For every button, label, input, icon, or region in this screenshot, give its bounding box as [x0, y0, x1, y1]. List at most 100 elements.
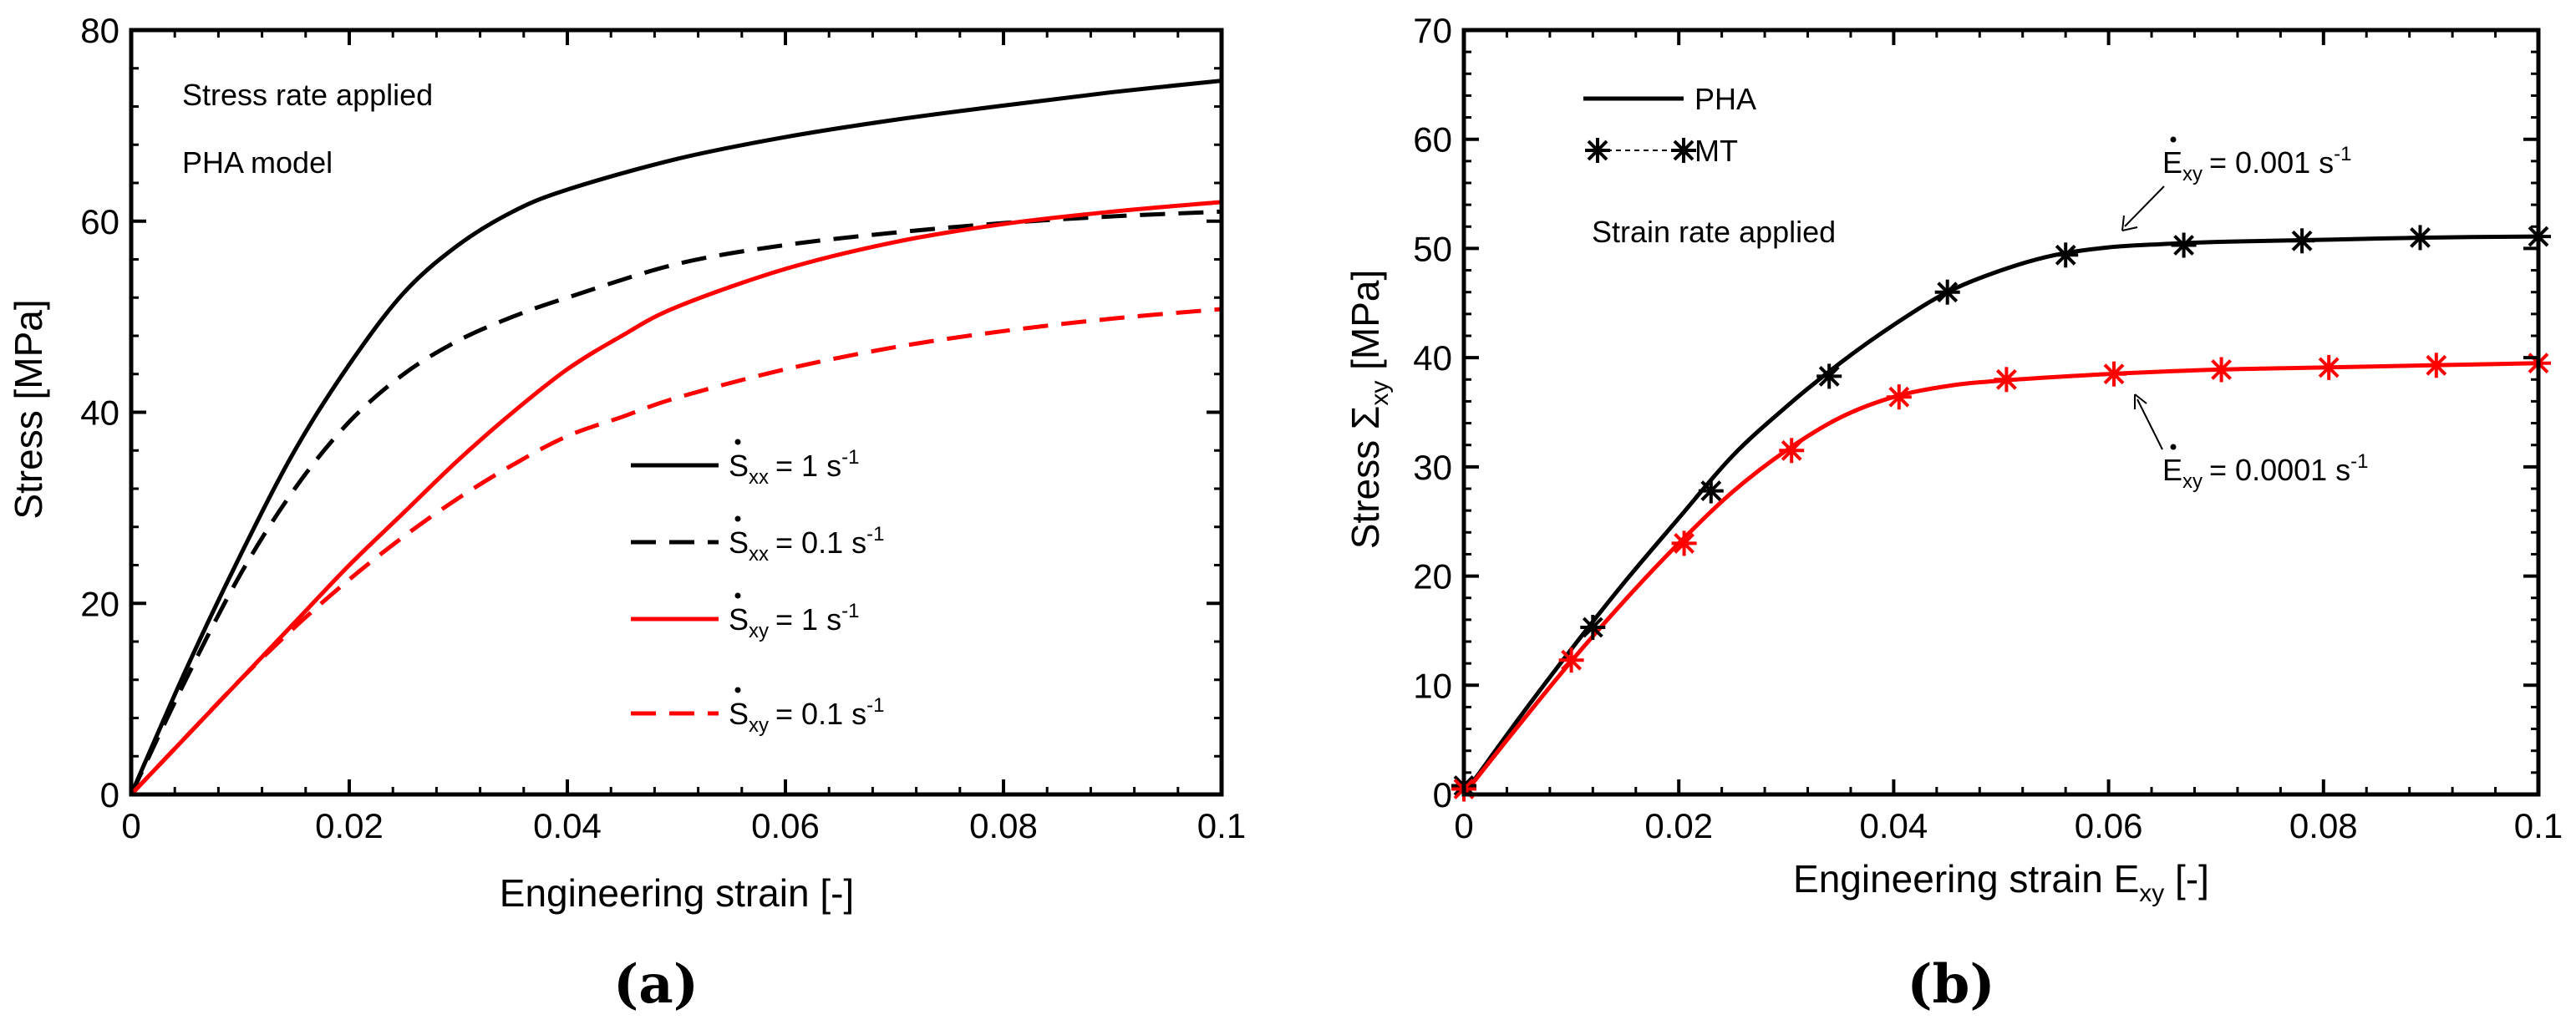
chart-b-y-tick-label-3: 30: [1413, 448, 1452, 487]
chart-b-mt-point-3-8-bar-d2: [2318, 357, 2340, 378]
chart-a-legend-sxx-01-sup: -1: [866, 523, 884, 545]
chart-a-legend-item-sxy-1: Sxy = 1 s-1: [631, 592, 859, 642]
chart-b-y-tick-label-6: 60: [1413, 120, 1452, 160]
chart-a-series-line-0: [129, 79, 1222, 796]
chart-b-mt-point-3-5: [1994, 367, 2020, 393]
chart-a-legend: Sxx = 1 s-1 Sxx = 0.1 s-1 Sxy = 1 s-1 Sxy = …: [631, 439, 884, 737]
chart-b-mt-point-3-1-bar-d2: [1561, 649, 1583, 671]
chart-b-mt-point-3-1: [1558, 647, 1584, 673]
chart-a-x-tick-label-5: 0.1: [1197, 806, 1246, 845]
chart-a-y-tick-label-0: 0: [100, 775, 119, 814]
chart-a: 0 0.02 0.04 0.06 0.08 0.1 0 20 40 60 80 Stress rat…: [7, 11, 1246, 1016]
chart-b-mt-point-2-7-bar-d2: [2291, 230, 2313, 251]
chart-b-mt-point-2-7: [2289, 228, 2315, 254]
chart-b-y-tick-label-7: 70: [1413, 11, 1452, 50]
chart-a-legend-label-sxx-01: Sxx = 0.1 s-1: [729, 523, 884, 566]
chart-a-x-tick-label-1: 0.02: [315, 806, 384, 845]
chart-b-legend-label-mt: MT: [1694, 134, 1738, 168]
chart-b-mt-point-3-7-bar-d2: [2211, 359, 2233, 380]
chart-b-rate-annotation-black: Exy = 0.001 s-1: [2121, 136, 2351, 231]
chart-b-mt-point-2-5-bar-d2: [2055, 244, 2076, 266]
chart-b-rate-red-value: = 0.0001 s: [2209, 453, 2350, 487]
chart-b-x-tick-label-5: 0.1: [2514, 806, 2563, 845]
chart-b-x-axis-label-tail: [-]: [2164, 857, 2209, 901]
chart-a-legend-sxy-1-main: S: [729, 602, 749, 637]
chart-b-legend-item-pha: PHA: [1583, 82, 1756, 116]
chart-a-legend-sxx-01-sub: xx: [749, 543, 769, 566]
chart-b-rate-red-arrow-head: [2134, 393, 2147, 409]
chart-a-legend-sxy-1-sub: xy: [749, 620, 769, 642]
chart-b-markers: [1451, 224, 2551, 802]
chart-b-mt-point-3-6-bar-d2: [2103, 363, 2125, 385]
chart-a-legend-sxy-1-value: = 1 s: [775, 602, 841, 637]
chart-a-legend-sxy-01-value: = 0.1 s: [775, 697, 866, 731]
chart-b-x-tick-label-4: 0.08: [2289, 806, 2358, 845]
chart-b-mt-point-3-9-bar-d2: [2426, 354, 2447, 376]
chart-a-legend-sxx-1-sup: -1: [841, 446, 859, 469]
chart-b-mt-point-2-1: [1580, 615, 1606, 640]
chart-b-rate-red-arrow-line: [2137, 398, 2163, 450]
chart-a-legend-sxx-01-value: = 0.1 s: [775, 525, 866, 560]
chart-b-legend-mt-marker-left-bar-d2: [1587, 140, 1608, 161]
chart-a-series-line-2: [130, 200, 1222, 796]
chart-b-y-axis-label-main: Stress Σ: [1344, 406, 1387, 550]
chart-b-y-tick-label-4: 40: [1413, 338, 1452, 378]
chart-b-mt-point-2-2-bar-d2: [1700, 480, 1722, 502]
chart-b-curves: [1461, 234, 2539, 796]
chart-b-y-tick-label-2: 20: [1413, 557, 1452, 596]
chart-a-legend-label-sxx-1: Sxx = 1 s-1: [729, 446, 859, 489]
chart-b-x-axis-label-sub: xy: [2139, 880, 2164, 907]
chart-b-x-tick-label-1: 0.02: [1644, 806, 1713, 845]
chart-b-legend-item-mt: MT: [1585, 134, 1738, 168]
chart-b-mt-point-3-4-bar-d2: [1888, 386, 1910, 408]
chart-a-x-axis-label: Engineering strain [-]: [500, 871, 854, 915]
chart-b-mt-point-3-5-bar-d2: [1995, 368, 2017, 390]
chart-b-mt-point-3-4: [1886, 384, 1912, 410]
chart-a-legend-sxy-01-sup: -1: [866, 694, 884, 717]
chart-b-rate-black-arrow-line: [2124, 185, 2165, 227]
chart-b-legend-mt-marker-right: [1671, 138, 1696, 163]
chart-b-x-tick-label-0: 0: [1454, 806, 1473, 845]
chart-b-legend: PHA MT: [1583, 82, 1756, 168]
chart-a-legend-sxy-01-rate-dot: [734, 687, 741, 693]
chart-b-mt-point-2-4: [1934, 279, 1960, 305]
chart-b-rate-black-arrow-head: [2121, 215, 2138, 231]
chart-a-legend-sxy-1-rate-dot: [734, 592, 741, 599]
chart-a-legend-sxy-1-sup: -1: [841, 600, 859, 622]
chart-a-legend-sxx-01-main: S: [729, 525, 749, 560]
chart-b-y-tick-label-0: 0: [1433, 775, 1452, 814]
chart-b-mt-point-3-9: [2423, 353, 2449, 378]
chart-a-legend-label-sxy-1: Sxy = 1 s-1: [729, 600, 859, 642]
chart-b-mt-point-3-2: [1671, 530, 1697, 556]
chart-a-y-tick-label-1: 20: [80, 584, 119, 623]
chart-b-mt-point-3-2-bar-d2: [1674, 532, 1695, 554]
chart-a-annotation-stress-rate: Stress rate applied: [182, 78, 433, 112]
chart-b-rate-black-dot: [2170, 136, 2177, 143]
chart-b-rate-black-sup: -1: [2334, 143, 2351, 165]
chart-b-mt-point-2-1-bar-d2: [1582, 617, 1603, 638]
chart-a-x-tick-label-4: 0.08: [969, 806, 1038, 845]
chart-b-mt-point-3-3-bar-d2: [1781, 439, 1802, 461]
chart-a-legend-sxx-1-main: S: [729, 449, 749, 483]
chart-b-rate-label-black: Exy = 0.001 s-1: [2162, 143, 2351, 185]
chart-a-legend-sxy-01-sub: xy: [749, 714, 769, 737]
chart-a-legend-sxx-1-rate-dot: [734, 439, 741, 445]
chart-b-mt-point-3-3: [1779, 438, 1805, 464]
chart-a-x-tick-label-3: 0.06: [751, 806, 820, 845]
chart-b-mt-point-2-5: [2053, 242, 2079, 268]
chart-b-panel-label: (b): [1907, 953, 1994, 1016]
chart-b-rate-black-value: = 0.001 s: [2209, 145, 2334, 180]
chart-b-mt-point-2-6-bar-d2: [2173, 235, 2195, 256]
chart-b-mt-point-2-8: [2407, 225, 2433, 251]
chart-a-series-line-3: [130, 307, 1222, 796]
chart-b-rate-annotation-red: Exy = 0.0001 s-1: [2134, 393, 2369, 493]
chart-a-y-tick-label-2: 40: [80, 393, 119, 433]
chart-b-rate-red-sub: xy: [2182, 470, 2203, 493]
chart-a-curves: [129, 79, 1222, 796]
chart-b-y-axis-label-tail: [MPa]: [1344, 270, 1387, 381]
chart-a-legend-label-sxy-01: Sxy = 0.1 s-1: [729, 694, 884, 737]
chart-b-rate-red-sup: -1: [2350, 450, 2368, 473]
chart-a-legend-item-sxy-01: Sxy = 0.1 s-1: [631, 687, 884, 737]
chart-b-mt-point-2-6: [2171, 232, 2197, 258]
